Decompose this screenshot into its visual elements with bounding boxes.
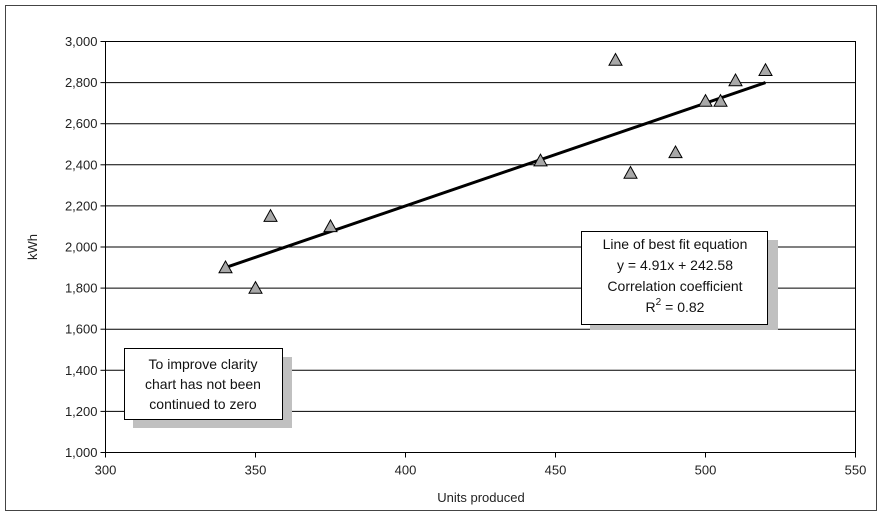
fit-annotation-line3: Correlation coefficient: [607, 278, 742, 294]
data-point-10: [728, 73, 743, 87]
y-tick-label: 1,000: [65, 445, 98, 460]
fit-annotation-line4: R2 = 0.82: [646, 297, 705, 315]
y-axis-title: kWh: [25, 234, 40, 260]
data-point-0: [218, 260, 233, 274]
y-tick-label: 2,800: [65, 75, 98, 90]
data-point-5: [608, 52, 623, 66]
clarity-annotation: To improve clarity chart has not been co…: [124, 348, 292, 428]
y-tick-label: 1,200: [65, 404, 98, 419]
y-axis-ticks: 1,000 1,200 1,400 1,600 1,800 2,000 2,200 2,400…: [65, 34, 106, 460]
data-points: [218, 52, 773, 294]
fit-annotation: Line of best fit equation y = 4.91x + 24…: [581, 231, 778, 330]
y-tick-label: 1,600: [65, 322, 98, 337]
x-tick-label: 450: [545, 463, 567, 478]
x-tick-label: 500: [695, 463, 717, 478]
x-tick-label: 300: [95, 463, 117, 478]
y-tick-label: 2,200: [65, 198, 98, 213]
x-axis-title: Units produced: [437, 490, 524, 505]
fit-annotation-line1: Line of best fit equation: [603, 236, 748, 252]
fit-annotation-r: R: [646, 299, 656, 315]
x-tick-label: 350: [245, 463, 267, 478]
clarity-annotation-line1: To improve clarity: [149, 356, 258, 372]
y-tick-label: 1,400: [65, 363, 98, 378]
trendline-group: [225, 81, 766, 269]
clarity-annotation-line2: chart has not been: [145, 376, 261, 392]
fit-annotation-box: [581, 231, 768, 325]
x-axis-ticks: 300 350 400 450 500 550: [95, 452, 867, 478]
data-point-9: [713, 93, 728, 107]
clarity-annotation-box: [124, 348, 283, 420]
y-tick-label: 1,800: [65, 281, 98, 296]
data-point-4: [533, 153, 548, 167]
data-point-1: [248, 280, 263, 294]
y-tick-label: 3,000: [65, 34, 98, 49]
clarity-annotation-line3: continued to zero: [149, 396, 257, 412]
y-tick-label: 2,600: [65, 116, 98, 131]
fit-annotation-value: = 0.82: [661, 299, 704, 315]
fit-annotation-line2: y = 4.91x + 242.58: [617, 257, 733, 273]
y-tick-label: 2,400: [65, 157, 98, 172]
data-point-3: [323, 218, 338, 233]
fit-annotation-sup: 2: [656, 297, 662, 308]
data-point-6: [623, 165, 638, 179]
trendline: [225, 81, 766, 269]
x-tick-label: 550: [845, 463, 867, 478]
x-tick-label: 400: [395, 463, 417, 478]
data-point-11: [758, 62, 773, 76]
data-point-7: [668, 144, 683, 159]
data-point-8: [698, 93, 713, 107]
data-point-2: [263, 208, 278, 222]
y-tick-label: 2,000: [65, 240, 98, 255]
